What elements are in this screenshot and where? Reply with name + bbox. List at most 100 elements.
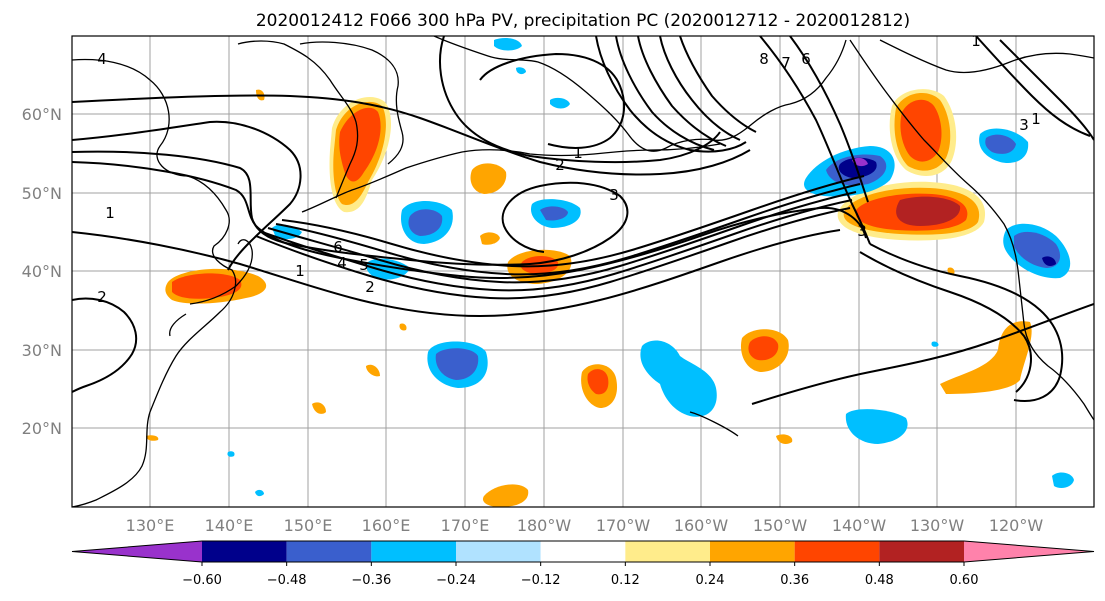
pv-contour: [759, 36, 871, 245]
precip-negative-area: [640, 340, 717, 417]
figure-title: 2020012412 F066 300 hPa PV, precipitatio…: [256, 11, 910, 31]
pv-contour: [975, 36, 1091, 137]
precip-positive-area: [146, 435, 159, 441]
coastline-arctic-na: [879, 39, 1094, 74]
precip-negative-area: [540, 206, 568, 221]
precip-positive-area: [172, 273, 242, 299]
pv-contour: [751, 303, 1094, 405]
contour-label: 1: [573, 144, 583, 162]
precip-positive-area: [520, 256, 559, 274]
lat-label: 50°N: [22, 184, 62, 203]
precip-negative-area: [1052, 472, 1074, 488]
pv-contour: [275, 183, 861, 276]
lon-label: 140°E: [205, 516, 254, 535]
colorbar-bin: [710, 541, 795, 562]
pv-contour: [859, 251, 1032, 393]
lon-label: 160°E: [362, 516, 411, 535]
colorbar-tick-label: −0.36: [351, 573, 391, 588]
precip-positive-area: [587, 369, 609, 395]
colorbar-bin: [371, 541, 456, 562]
colorbar-tick-label: −0.48: [267, 573, 307, 588]
pv-contour: [479, 52, 626, 149]
precip-negative-area: [845, 409, 908, 444]
contour-label: 8: [759, 50, 769, 68]
contour-label: 1: [295, 262, 305, 280]
pv-contour: [637, 36, 727, 147]
pv-contour: [261, 199, 853, 292]
colorbar-tick-label: 0.36: [780, 573, 809, 588]
contour-label: 3: [609, 186, 619, 204]
contour-label: 2: [365, 278, 375, 296]
precip-positive-area: [399, 323, 407, 331]
precip-negative-area: [516, 67, 526, 75]
colorbar-tick-label: −0.60: [182, 573, 222, 588]
lon-label: 130°W: [910, 516, 965, 535]
pv-contour: [659, 36, 741, 141]
precip-positive-area: [366, 364, 380, 377]
contour-label: 1: [1031, 110, 1041, 128]
contour-label: 3: [857, 222, 867, 240]
contour-label: 5: [359, 256, 369, 274]
colorbar-tick-label: 0.12: [611, 573, 640, 588]
colorbar-tick-label: −0.12: [521, 573, 561, 588]
precip-negative-area: [227, 451, 235, 457]
precip-negative-area: [494, 38, 522, 51]
coastline-hawaii: [689, 411, 739, 437]
pv-contour: [267, 191, 857, 284]
precip-negative-area: [1042, 256, 1056, 266]
contour-label: 1: [971, 32, 981, 50]
pv-contour: [615, 36, 715, 151]
pv-contours: [72, 36, 1094, 405]
precip-positive-area: [470, 163, 507, 194]
pv-contour: [679, 36, 757, 133]
pv-contour: [72, 297, 138, 393]
lon-label: 120°W: [989, 516, 1044, 535]
precip-positive-area: [776, 434, 793, 444]
map-frame: [71, 35, 1095, 508]
contour-label: 4: [97, 50, 107, 68]
pv-contour: [72, 94, 751, 176]
coastline-kamchatka: [237, 40, 404, 199]
lon-label: 150°W: [753, 516, 808, 535]
colorbar-extend-min: [72, 541, 202, 562]
pv-contour: [72, 120, 302, 271]
colorbar-tick-label: 0.24: [696, 573, 725, 588]
lat-label: 30°N: [22, 341, 62, 360]
lat-label: 40°N: [22, 262, 62, 281]
coastline-north-america: [849, 39, 1094, 421]
contour-label: 7: [781, 54, 791, 72]
contour-label: 6: [333, 238, 343, 256]
pv-contour: [255, 207, 851, 300]
precip-positive-area: [940, 321, 1032, 394]
lon-label: 180°W: [517, 516, 572, 535]
precip-negative-area: [550, 97, 570, 109]
pv-contour: [595, 36, 747, 153]
coastline-japan: [169, 239, 253, 337]
precip-shading: [146, 38, 1074, 507]
contour-label: 1: [105, 204, 115, 222]
pv-contour: [72, 229, 841, 318]
lon-label: 170°E: [441, 516, 490, 535]
colorbar-extend-max: [964, 541, 1094, 562]
colorbar-tick-label: −0.24: [436, 573, 476, 588]
lon-label: 170°W: [596, 516, 651, 535]
contour-label: 4: [337, 254, 347, 272]
contour-label: 3: [1019, 116, 1029, 134]
colorbar-bin: [456, 541, 541, 562]
precip-negative-area: [435, 348, 479, 380]
lon-labels: 130°E 140°E 150°E 160°E 170°E 180°W 170°…: [126, 516, 1044, 535]
colorbar-bin: [794, 541, 880, 562]
coastline-alaska: [433, 36, 847, 152]
pv-contour: [869, 243, 1064, 402]
pv-contour: [999, 39, 1094, 141]
colorbar-bin: [879, 541, 964, 562]
lon-label: 150°E: [284, 516, 333, 535]
colorbar-tick-label: 0.60: [950, 573, 979, 588]
colorbar: −0.60 −0.48 −0.36 −0.24 −0.12 0.12 0.24 0.36 0.4…: [71, 540, 1095, 588]
precip-positive-area: [480, 232, 500, 245]
precip-positive-area: [312, 402, 326, 414]
precip-positive-area: [748, 336, 779, 361]
lon-label: 160°W: [674, 516, 729, 535]
lat-label: 20°N: [22, 419, 62, 438]
